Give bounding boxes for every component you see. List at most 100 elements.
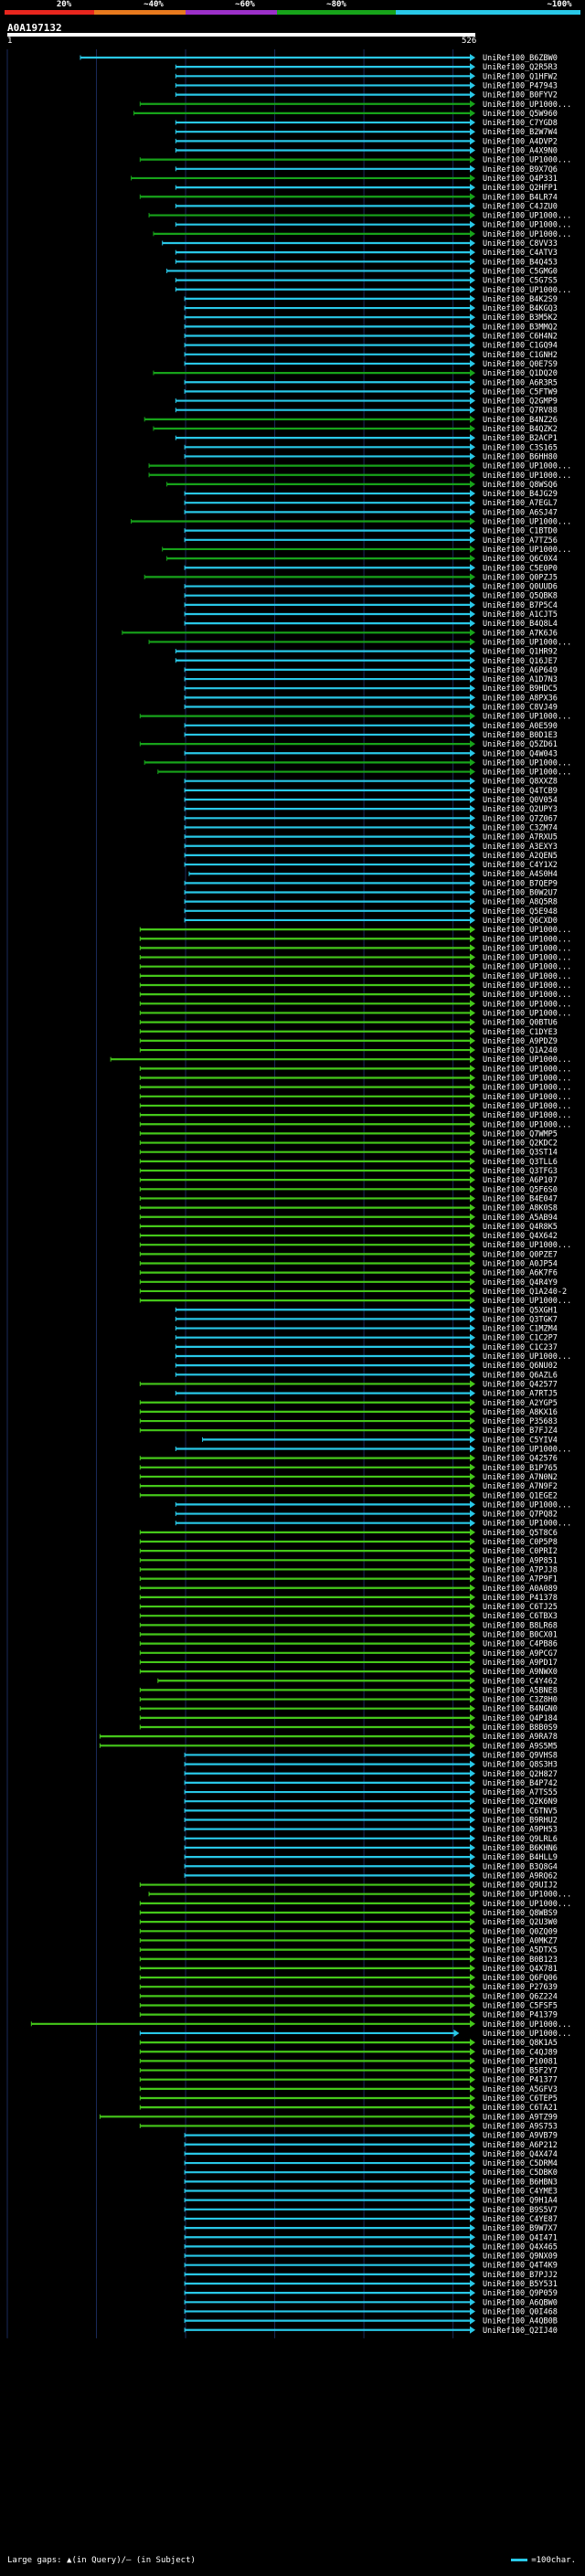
row-label[interactable]: UniRef100_Q5T8C6 <box>483 1529 558 1538</box>
alignment-row[interactable]: UniRef100_C4ATV3 <box>175 249 558 258</box>
row-label[interactable]: UniRef100_UP1000... <box>483 1093 571 1102</box>
alignment-row[interactable]: UniRef100_A7TZ56 <box>184 535 558 546</box>
alignment-row[interactable]: UniRef100_B7P5C4 <box>184 600 558 610</box>
alignment-row[interactable]: UniRef100_Q8WSQ6 <box>166 480 558 490</box>
alignment-row[interactable]: UniRef100_UP1000... <box>139 2029 571 2039</box>
row-label[interactable]: UniRef100_C5YIV4 <box>483 1436 558 1445</box>
row-label[interactable]: UniRef100_UP1000... <box>483 2020 571 2030</box>
alignment-row[interactable]: UniRef100_Q42577 <box>139 1380 558 1389</box>
row-label[interactable]: UniRef100_C7YGD8 <box>483 119 558 128</box>
row-label[interactable]: UniRef100_UP1000... <box>483 1009 571 1018</box>
alignment-row[interactable]: UniRef100_B4K2S9 <box>184 294 558 304</box>
row-label[interactable]: UniRef100_C1GQ94 <box>483 342 558 351</box>
row-label[interactable]: UniRef100_P41378 <box>483 1594 558 1603</box>
row-label[interactable]: UniRef100_B3Q8G4 <box>483 1862 558 1871</box>
row-label[interactable]: UniRef100_A7RTJ5 <box>483 1390 558 1399</box>
alignment-row[interactable]: UniRef100_Q8XXZ8 <box>184 777 558 787</box>
alignment-row[interactable]: UniRef100_UP1000... <box>139 1092 571 1102</box>
alignment-row[interactable]: UniRef100_Q9UIJ2 <box>139 1881 558 1891</box>
alignment-row[interactable]: UniRef100_Q5F6S0 <box>139 1185 558 1194</box>
row-label[interactable]: UniRef100_P10081 <box>483 2057 558 2066</box>
row-label[interactable]: UniRef100_UP1000... <box>483 1446 571 1455</box>
row-label[interactable]: UniRef100_A7TS55 <box>483 1788 558 1797</box>
alignment-row[interactable]: UniRef100_Q5XGH1 <box>175 1306 558 1315</box>
row-label[interactable]: UniRef100_Q8WBS9 <box>483 1909 558 1918</box>
alignment-row[interactable]: UniRef100_Q4T4K9 <box>184 2261 558 2271</box>
row-label[interactable]: UniRef100_Q9LRL6 <box>483 1835 558 1844</box>
row-label[interactable]: UniRef100_Q2UPY3 <box>483 805 558 814</box>
alignment-row[interactable]: UniRef100_Q9VHS8 <box>184 1751 558 1760</box>
alignment-row[interactable]: UniRef100_Q4I471 <box>184 2233 558 2242</box>
alignment-row[interactable]: UniRef100_Q4X465 <box>184 2242 558 2252</box>
row-label[interactable]: UniRef100_A0E590 <box>483 722 558 731</box>
row-label[interactable]: UniRef100_Q6C0X4 <box>483 555 558 564</box>
row-label[interactable]: UniRef100_P41379 <box>483 2011 558 2020</box>
alignment-row[interactable]: UniRef100_P41378 <box>139 1593 558 1603</box>
row-label[interactable]: UniRef100_C8VV33 <box>483 239 558 249</box>
row-label[interactable]: UniRef100_B0B123 <box>483 1956 558 1965</box>
alignment-row[interactable]: UniRef100_UP1000... <box>139 1111 571 1120</box>
row-label[interactable]: UniRef100_B2ACP1 <box>483 434 558 443</box>
row-label[interactable]: UniRef100_A9RQ62 <box>483 1871 558 1881</box>
row-label[interactable]: UniRef100_A9PCG7 <box>483 1649 558 1659</box>
alignment-row[interactable]: UniRef100_UP1000... <box>157 768 571 778</box>
row-label[interactable]: UniRef100_B3MMQ2 <box>483 323 558 332</box>
alignment-row[interactable]: UniRef100_UP1000... <box>148 211 571 221</box>
row-label[interactable]: UniRef100_C5DRM4 <box>483 2159 558 2168</box>
alignment-row[interactable]: UniRef100_UP1000... <box>139 944 571 953</box>
row-label[interactable]: UniRef100_Q5ZD61 <box>483 740 558 749</box>
row-label[interactable]: UniRef100_C5E0P0 <box>483 564 558 573</box>
row-label[interactable]: UniRef100_A6P212 <box>483 2141 558 2150</box>
alignment-row[interactable]: UniRef100_B6KHN6 <box>184 1843 558 1853</box>
row-label[interactable]: UniRef100_B0D1E3 <box>483 731 558 740</box>
alignment-row[interactable]: UniRef100_C8VJ49 <box>184 703 558 713</box>
row-label[interactable]: UniRef100_A8Q5R8 <box>483 898 558 907</box>
alignment-row[interactable]: UniRef100_A5DTX5 <box>139 1945 558 1956</box>
row-label[interactable]: UniRef100_B8B0S9 <box>483 1723 558 1733</box>
row-label[interactable]: UniRef100_A5GFV3 <box>483 2085 558 2094</box>
row-label[interactable]: UniRef100_UP1000... <box>483 101 571 110</box>
alignment-row[interactable]: UniRef100_B4QZK2 <box>153 425 558 434</box>
row-label[interactable]: UniRef100_Q0I468 <box>483 2307 558 2316</box>
alignment-row[interactable]: UniRef100_UP1000... <box>110 1055 571 1065</box>
alignment-row[interactable]: UniRef100_A7P9F1 <box>139 1574 558 1585</box>
row-label[interactable]: UniRef100_Q0BTU6 <box>483 1019 558 1028</box>
alignment-row[interactable]: UniRef100_A7TS55 <box>184 1788 558 1797</box>
alignment-row[interactable]: UniRef100_UP1000... <box>175 1519 571 1529</box>
alignment-row[interactable]: UniRef100_C1C2P7 <box>175 1333 558 1343</box>
alignment-row[interactable]: UniRef100_Q2K6N9 <box>184 1797 558 1807</box>
alignment-row[interactable]: UniRef100_UP1000... <box>139 971 571 981</box>
row-label[interactable]: UniRef100_UP1000... <box>483 926 571 935</box>
row-label[interactable]: UniRef100_C1MZM4 <box>483 1325 558 1334</box>
alignment-row[interactable]: UniRef100_A6SJ47 <box>184 508 558 517</box>
row-label[interactable]: UniRef100_Q0PZJ5 <box>483 573 558 582</box>
row-label[interactable]: UniRef100_A0JP54 <box>483 1260 558 1269</box>
row-label[interactable]: UniRef100_B4NGN0 <box>483 1705 558 1714</box>
alignment-row[interactable]: UniRef100_A9NWX0 <box>139 1668 558 1677</box>
row-label[interactable]: UniRef100_Q4T4K9 <box>483 2262 558 2271</box>
row-label[interactable]: UniRef100_C4YME3 <box>483 2188 558 2197</box>
alignment-row[interactable]: UniRef100_A6QBW0 <box>184 2298 558 2307</box>
row-label[interactable]: UniRef100_B6HH80 <box>483 452 558 461</box>
alignment-row[interactable]: UniRef100_UP1000... <box>175 1352 571 1362</box>
alignment-row[interactable]: UniRef100_A9PDZ9 <box>139 1036 558 1046</box>
row-label[interactable]: UniRef100_Q9H1A4 <box>483 2197 558 2206</box>
row-label[interactable]: UniRef100_Q2IJ40 <box>483 2327 558 2336</box>
row-label[interactable]: UniRef100_C6TBX3 <box>483 1612 558 1621</box>
alignment-row[interactable]: UniRef100_UP1000... <box>139 953 571 963</box>
row-label[interactable]: UniRef100_B6ZBW0 <box>483 54 558 63</box>
alignment-row[interactable]: UniRef100_A9P851 <box>139 1556 558 1565</box>
alignment-row[interactable]: UniRef100_Q1A240-2 <box>139 1287 567 1297</box>
alignment-row[interactable]: UniRef100_UP1000... <box>139 1065 571 1074</box>
row-label[interactable]: UniRef100_UP1000... <box>483 1102 571 1111</box>
alignment-row[interactable]: UniRef100_UP1000... <box>139 1297 571 1306</box>
alignment-row[interactable]: UniRef100_P10081 <box>139 2057 558 2066</box>
alignment-row[interactable]: UniRef100_Q3TFG3 <box>139 1167 558 1176</box>
alignment-row[interactable]: UniRef100_Q4P331 <box>131 174 558 184</box>
alignment-row[interactable]: UniRef100_B0B123 <box>139 1955 558 1965</box>
alignment-row[interactable]: UniRef100_UP1000... <box>139 991 571 1000</box>
row-label[interactable]: UniRef100_Q5F6S0 <box>483 1185 558 1194</box>
row-label[interactable]: UniRef100_Q5E948 <box>483 907 558 917</box>
alignment-row[interactable]: UniRef100_C3Z8H0 <box>139 1695 558 1705</box>
alignment-row[interactable]: UniRef100_UP1000... <box>139 1000 571 1009</box>
